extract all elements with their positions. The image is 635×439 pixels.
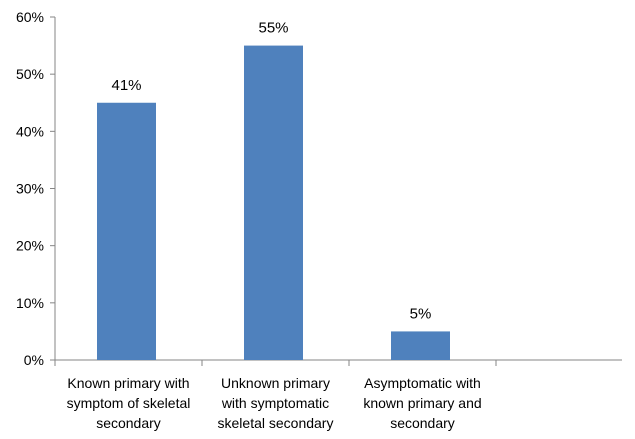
- y-tick-label: 60%: [16, 9, 44, 25]
- bar-2: [244, 45, 303, 360]
- y-tick-label: 50%: [16, 66, 44, 82]
- labels-layer: 0% 10% 20% 30% 40% 50% 60% 41% Known primary wit…: [16, 9, 482, 431]
- x-category-label: with symptomatic: [221, 395, 329, 411]
- y-tick-label: 30%: [16, 181, 44, 197]
- x-category-label: secondary: [96, 415, 161, 431]
- data-label: 41%: [111, 77, 141, 94]
- x-category-label: Asymptomatic with: [364, 375, 481, 391]
- x-category-label: skeletal secondary: [218, 415, 334, 431]
- y-tick-label: 0%: [24, 352, 44, 368]
- y-tick-label: 20%: [16, 238, 44, 254]
- bar-3: [391, 331, 450, 360]
- bars-layer: [97, 45, 450, 360]
- y-tick-label: 10%: [16, 295, 44, 311]
- bar-1: [97, 102, 156, 360]
- x-category-label: symptom of skeletal: [67, 395, 191, 411]
- x-category-label: known primary and: [363, 395, 481, 411]
- data-label: 55%: [258, 20, 288, 37]
- x-category-label: Unknown primary: [221, 375, 330, 391]
- y-tick-label: 40%: [16, 123, 44, 139]
- data-label: 5%: [410, 305, 432, 322]
- x-category-label: secondary: [390, 415, 455, 431]
- x-category-label: Known primary with: [67, 375, 189, 391]
